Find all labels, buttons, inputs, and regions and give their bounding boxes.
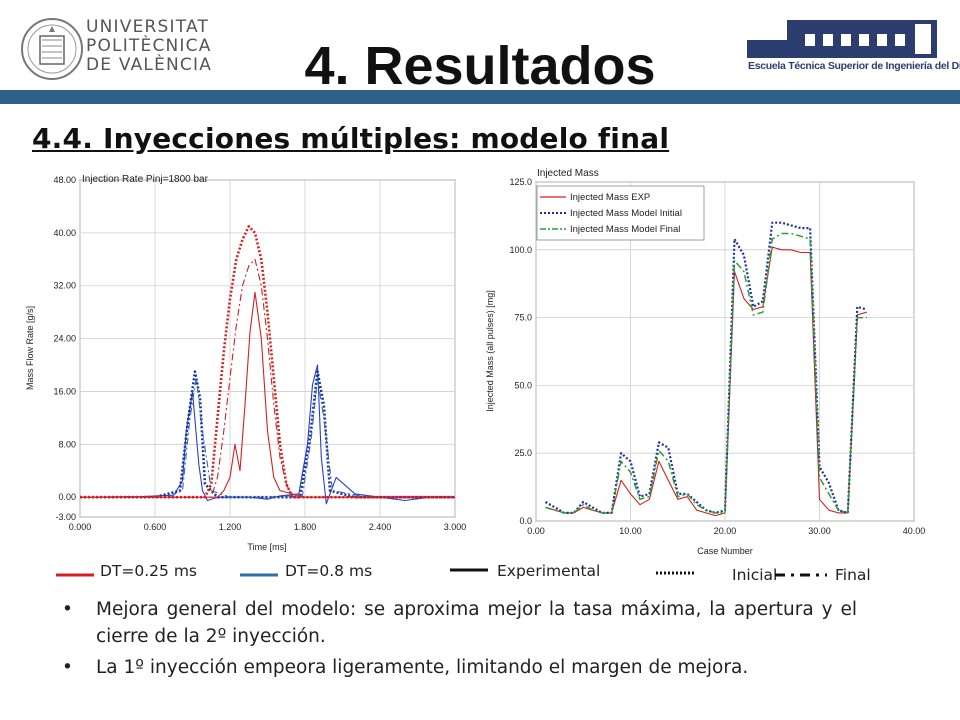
series-line-2 — [545, 232, 867, 514]
plot-area — [79, 179, 456, 518]
university-line-1: UNIVERSITAT — [86, 17, 210, 37]
university-name: UNIVERSITAT POLITÈCNICA DE VALÈNCIA — [86, 18, 212, 75]
legend-swatch-inicial — [656, 571, 696, 575]
university-line-3: DE VALÈNCIA — [86, 55, 213, 75]
x-tick-label: 2.400 — [369, 522, 392, 532]
y-axis-label: Injected Mass (all pulses) [mg] — [485, 290, 495, 412]
x-axis-label: Time [ms] — [247, 542, 286, 552]
injected-mass-chart: 0.0 25.0 50.0 75.0 100.0 125.0 0.00 10.00 20.00… — [485, 168, 925, 556]
slide-subtitle: 4.4. Inyecciones múltiples: modelo final — [32, 122, 670, 155]
bullet-list: Mejora general del modelo: se aproxima m… — [62, 596, 857, 685]
legend-final: Final — [835, 566, 871, 584]
school-name: Escuela Técnica Superior de Ingeniería d… — [748, 60, 960, 72]
legend-dt025: DT=0.25 ms — [100, 562, 198, 580]
y-tick-label: 25.0 — [514, 448, 532, 458]
chart-title: Injection Rate Pinj=1800 bar — [82, 174, 209, 185]
y-tick-label: 32.00 — [53, 281, 76, 291]
y-tick-label: 16.00 — [53, 386, 76, 396]
legend-swatch-dt08 — [240, 573, 278, 577]
x-tick-labels: 0.00 10.00 20.00 30.00 40.00 — [527, 526, 925, 536]
x-axis-label: Case Number — [697, 546, 753, 556]
x-tick-label: 0.600 — [144, 522, 167, 532]
x-tick-label: 20.00 — [714, 526, 737, 536]
school-logo — [747, 20, 937, 58]
y-tick-labels: 0.0 25.0 50.0 75.0 100.0 125.0 — [509, 177, 532, 526]
legend-label-exp: Injected Mass EXP — [570, 192, 650, 203]
y-tick-label: 0.00 — [58, 492, 76, 502]
university-line-2: POLITÈCNICA — [86, 36, 212, 56]
y-tick-label: 48.00 — [53, 175, 76, 185]
legend-experimental: Experimental — [497, 562, 601, 580]
x-tick-labels: 0.000 0.600 1.200 1.800 2.400 3.000 — [69, 522, 467, 532]
legend-label-initial: Injected Mass Model Initial — [570, 208, 682, 219]
x-tick-label: 1.200 — [219, 522, 242, 532]
y-axis-label: Mass Flow Rate [g/s] — [25, 306, 35, 390]
upv-seal-logo — [21, 18, 83, 80]
legend-swatch-final — [775, 573, 827, 577]
y-tick-label: 0.0 — [519, 516, 532, 526]
y-tick-label: -3.00 — [55, 512, 76, 522]
legend-swatch-experimental — [450, 568, 488, 572]
bullet-item: Mejora general del modelo: se aproxima m… — [62, 596, 857, 650]
x-tick-label: 30.00 — [808, 526, 831, 536]
y-tick-labels: -3.00 0.00 8.00 16.00 24.00 32.00 40.00 48.00 — [53, 175, 76, 522]
y-tick-label: 100.0 — [509, 245, 532, 255]
y-tick-label: 8.00 — [58, 439, 76, 449]
y-tick-label: 125.0 — [509, 177, 532, 187]
legend-dt08: DT=0.8 ms — [285, 562, 373, 580]
series-line-3 — [80, 291, 455, 498]
y-tick-label: 75.0 — [514, 313, 532, 323]
series-line-2 — [80, 377, 455, 498]
series-group — [544, 221, 868, 517]
y-tick-label: 40.00 — [53, 228, 76, 238]
chart-legend: Injected Mass EXP Injected Mass Model In… — [536, 185, 705, 241]
legend-label-final: Injected Mass Model Final — [570, 224, 680, 235]
y-tick-label: 50.0 — [514, 380, 532, 390]
slide-title: 4. Resultados — [304, 36, 656, 96]
x-tick-label: 10.00 — [619, 526, 642, 536]
series-group — [79, 224, 455, 505]
chart-title: Injected Mass — [537, 168, 599, 179]
series-line-5 — [80, 258, 455, 498]
x-tick-label: 0.000 — [69, 522, 92, 532]
x-tick-label: 3.000 — [444, 522, 467, 532]
legend-inicial: Inicial — [732, 566, 778, 584]
x-tick-label: 0.00 — [527, 526, 545, 536]
injection-rate-chart: -3.00 0.00 8.00 16.00 24.00 32.00 40.00 48.00 0… — [25, 174, 467, 552]
series-line-1 — [80, 370, 455, 499]
header-band — [0, 90, 960, 104]
x-tick-label: 1.800 — [294, 522, 317, 532]
legend-swatch-dt025 — [56, 573, 94, 577]
y-tick-label: 24.00 — [53, 334, 76, 344]
bullet-item: La 1º inyección empeora ligeramente, lim… — [62, 654, 857, 681]
x-tick-label: 40.00 — [903, 526, 926, 536]
